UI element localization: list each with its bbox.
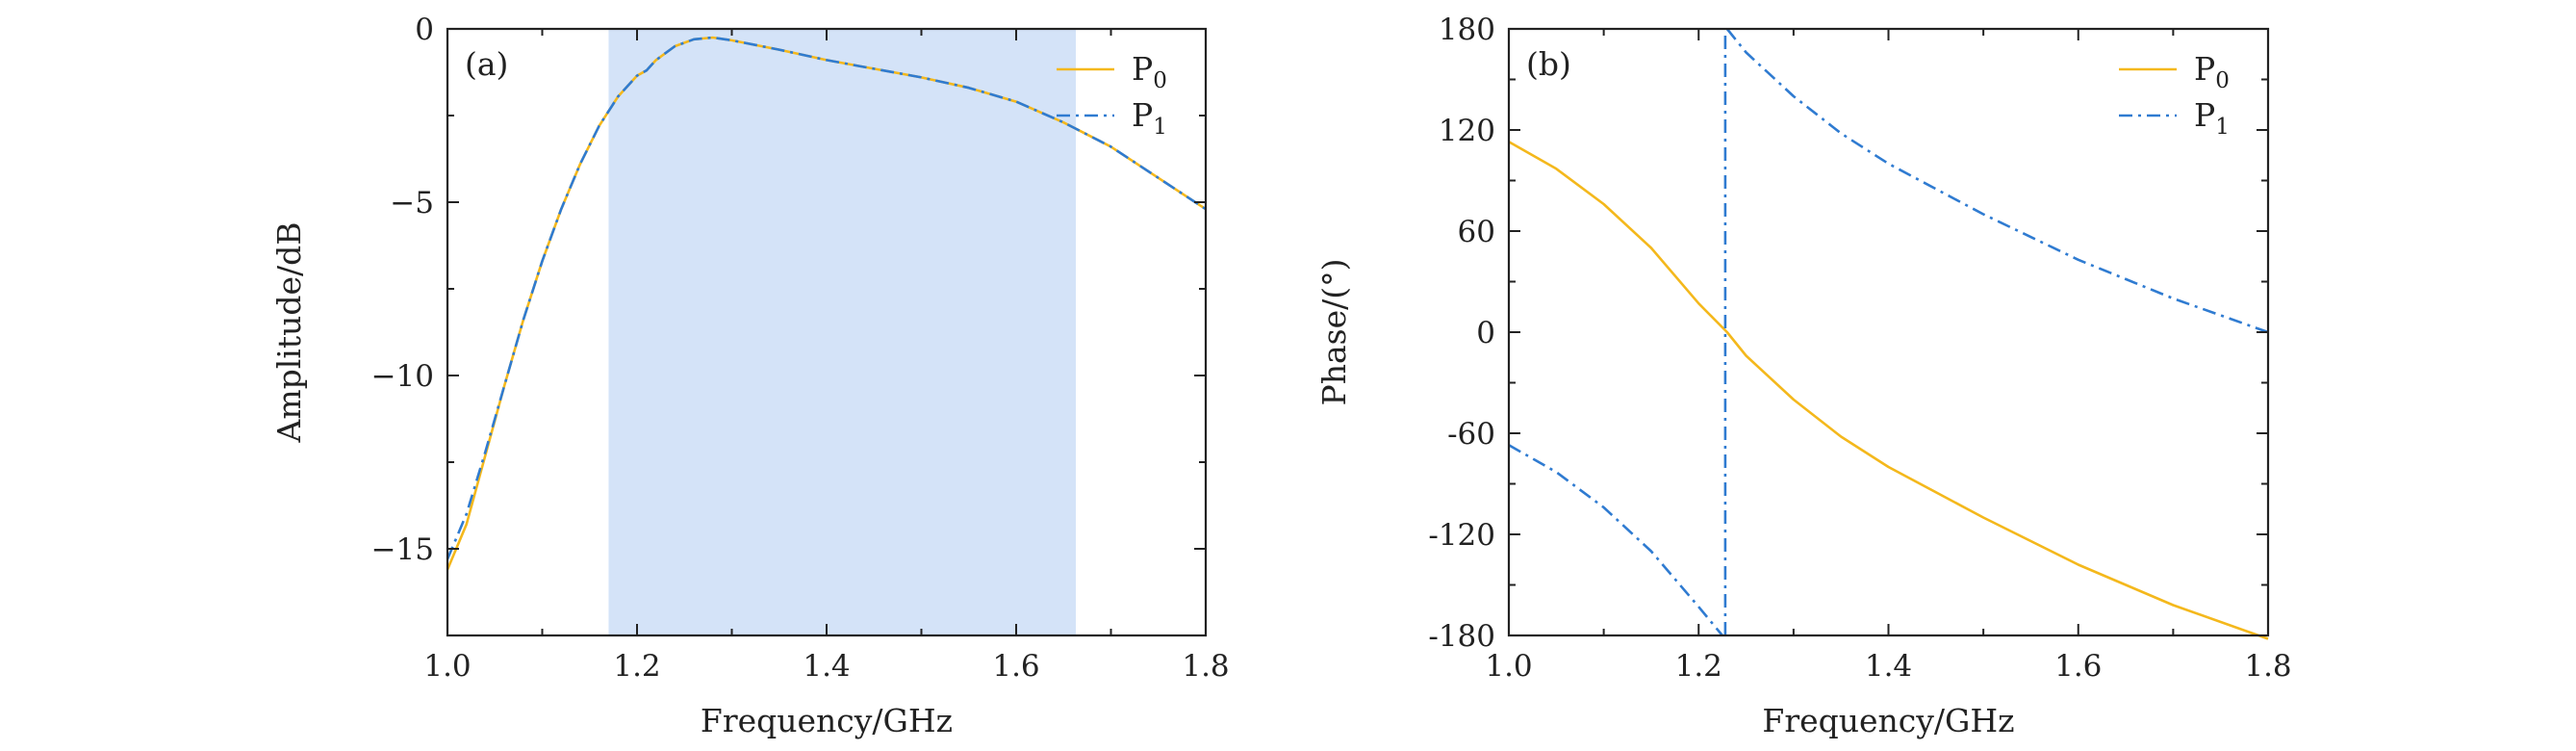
- phase-y-tick-label: -120: [1428, 518, 1495, 553]
- phase-legend-label-p1: P1: [2194, 96, 2230, 140]
- amp-y-tick-label: −10: [371, 359, 434, 394]
- phase-y-tick-label: 120: [1439, 114, 1495, 148]
- amp-y-axis-title: Amplitude/dB: [270, 221, 308, 443]
- phase-x-tick-label: 1.8: [2244, 649, 2291, 684]
- phase-x-axis-title: Frequency/GHz: [1762, 702, 2014, 739]
- amp-x-axis-title: Frequency/GHz: [701, 702, 953, 739]
- phase-panel: 1.0 1.2 1.4 1.6 1.8 180 120 60 0 -60 -120 -180 Frequ…: [1315, 13, 2292, 739]
- phase-plot-frame: [1507, 27, 2270, 637]
- amp-series-p1-line: [446, 36, 1207, 560]
- amp-panel-label: (a): [465, 45, 508, 83]
- phase-series-p0-line: [1508, 141, 2269, 640]
- amp-y-tick-label: −15: [371, 532, 434, 567]
- amplitude-panel: 1.0 1.2 1.4 1.6 1.8 0 −5 −10 −15 Frequency/GHz Amp…: [270, 13, 1230, 739]
- amp-x-tick-label: 1.6: [992, 649, 1039, 684]
- amp-legend-label-p0: P0: [1132, 50, 1167, 93]
- amp-x-tick-label: 1.4: [803, 649, 850, 684]
- amp-y-tick-label: −5: [390, 186, 434, 220]
- amp-x-tick-label: 1.2: [613, 649, 660, 684]
- amp-x-tick-label: 1.8: [1182, 649, 1229, 684]
- phase-y-tick-label: 60: [1458, 215, 1495, 249]
- phase-y-tick-label: -60: [1447, 417, 1495, 452]
- phase-y-tick-label: 180: [1439, 13, 1495, 47]
- amp-legend-label-p1: P1: [1132, 96, 1167, 140]
- phase-y-tick-label: -180: [1428, 619, 1495, 654]
- phase-series-p1-line: [1508, 28, 2269, 636]
- phase-y-tick-label: 0: [1476, 316, 1495, 350]
- amp-x-tick-label: 1.0: [423, 649, 471, 684]
- phase-x-tick-label: 1.4: [1865, 649, 1912, 684]
- phase-panel-label: (b): [1526, 45, 1571, 83]
- phase-x-tick-label: 1.2: [1675, 649, 1722, 684]
- phase-x-tick-label: 1.0: [1485, 649, 1532, 684]
- amp-y-tick-label: 0: [415, 13, 434, 47]
- phase-x-tick-label: 1.6: [2054, 649, 2102, 684]
- amp-highlight-band: [608, 29, 1077, 635]
- phase-legend-label-p0: P0: [2194, 50, 2230, 93]
- phase-y-axis-title: Phase/(°): [1315, 259, 1353, 406]
